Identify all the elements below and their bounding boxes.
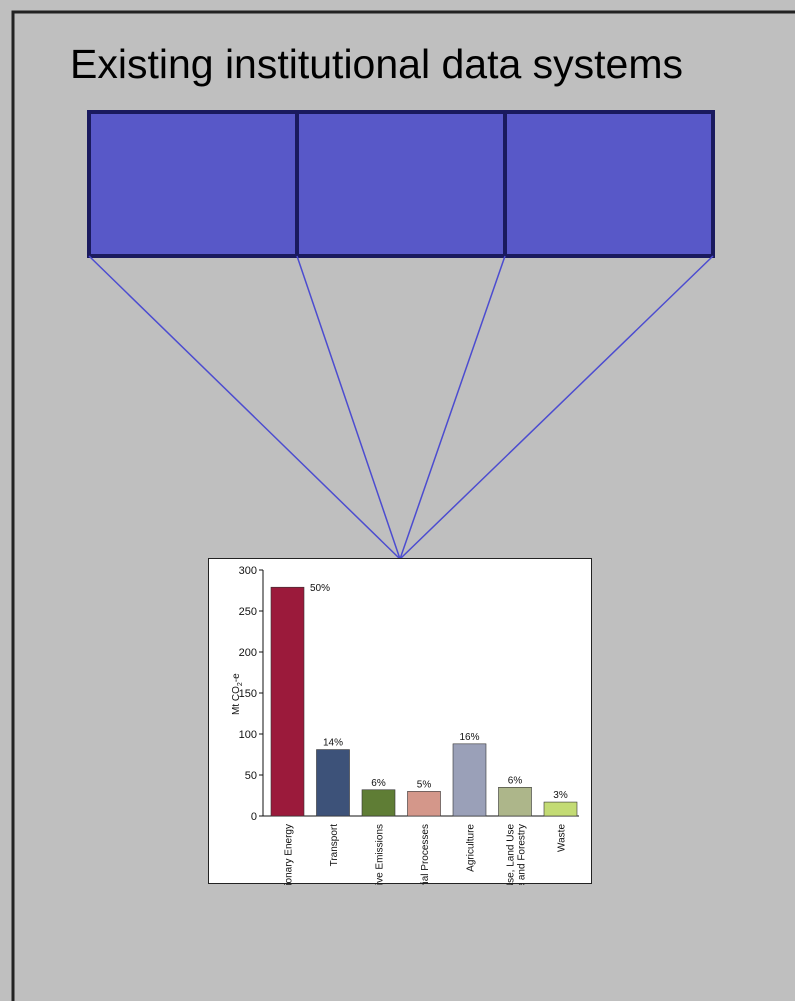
x-category-label: Stationary Energy bbox=[284, 824, 295, 885]
x-category-label: Industrial Processes bbox=[420, 824, 431, 885]
connector-lines bbox=[88, 255, 714, 560]
x-category-label-line: Agriculture bbox=[466, 824, 477, 872]
bar bbox=[543, 801, 578, 817]
x-category-label: Agriculture bbox=[466, 824, 477, 872]
bar-value-label: 16% bbox=[459, 732, 479, 743]
y-tick-label: 300 bbox=[239, 565, 257, 577]
bar bbox=[270, 586, 305, 817]
data-system-boxes bbox=[87, 110, 715, 258]
emissions-chart-panel: 0 50 100 150 200 250 300 Mt CO2-e 50% Stationary … bbox=[208, 558, 592, 885]
bar bbox=[452, 743, 487, 817]
y-tick-label: 0 bbox=[251, 811, 257, 823]
x-category-label-line: Fugitive Emissions bbox=[375, 824, 386, 885]
data-system-box bbox=[87, 110, 299, 258]
bar-value-label: 6% bbox=[371, 778, 386, 789]
x-category-label: Land Use, Land Use Change and Forestry bbox=[506, 824, 528, 885]
x-category-label: Waste bbox=[557, 824, 568, 852]
y-axis-label: Mt CO2-e bbox=[231, 673, 244, 715]
bar bbox=[407, 791, 441, 817]
y-tick-label: 250 bbox=[239, 606, 257, 618]
x-category-label: Transport bbox=[329, 824, 340, 867]
bar-value-label: 14% bbox=[323, 738, 343, 749]
bar-value-label: 5% bbox=[417, 779, 432, 790]
connector-line bbox=[296, 255, 401, 560]
data-system-box bbox=[295, 110, 507, 258]
bar-value-label: 6% bbox=[508, 775, 523, 786]
x-category-label-line: Waste bbox=[557, 824, 568, 852]
x-category-label-line: Change and Forestry bbox=[517, 824, 528, 885]
x-category-label-line: Industrial Processes bbox=[420, 824, 431, 885]
y-tick-label: 150 bbox=[239, 688, 257, 700]
data-system-box bbox=[503, 110, 715, 258]
y-tick-label: 200 bbox=[239, 647, 257, 659]
bar-value-label: 3% bbox=[553, 790, 568, 801]
x-category-label-line: Transport bbox=[329, 824, 340, 867]
bar bbox=[498, 787, 532, 817]
x-category-label-line: Land Use, Land Use bbox=[506, 824, 517, 885]
connector-line bbox=[399, 255, 506, 560]
y-tick-label: 50 bbox=[245, 770, 257, 782]
connector-line bbox=[88, 255, 401, 560]
bar bbox=[361, 789, 396, 817]
bar bbox=[316, 749, 350, 817]
y-tick-label: 100 bbox=[239, 729, 257, 741]
emissions-bar-chart: 0 50 100 150 200 250 300 Mt CO2-e 50% Stationary … bbox=[231, 565, 579, 885]
x-category-label-line: Stationary Energy bbox=[284, 824, 295, 885]
x-category-label: Fugitive Emissions bbox=[375, 824, 386, 885]
diagram-title: Existing institutional data systems bbox=[70, 41, 683, 87]
connector-line bbox=[399, 255, 714, 560]
bar-value-label: 50% bbox=[310, 583, 330, 594]
